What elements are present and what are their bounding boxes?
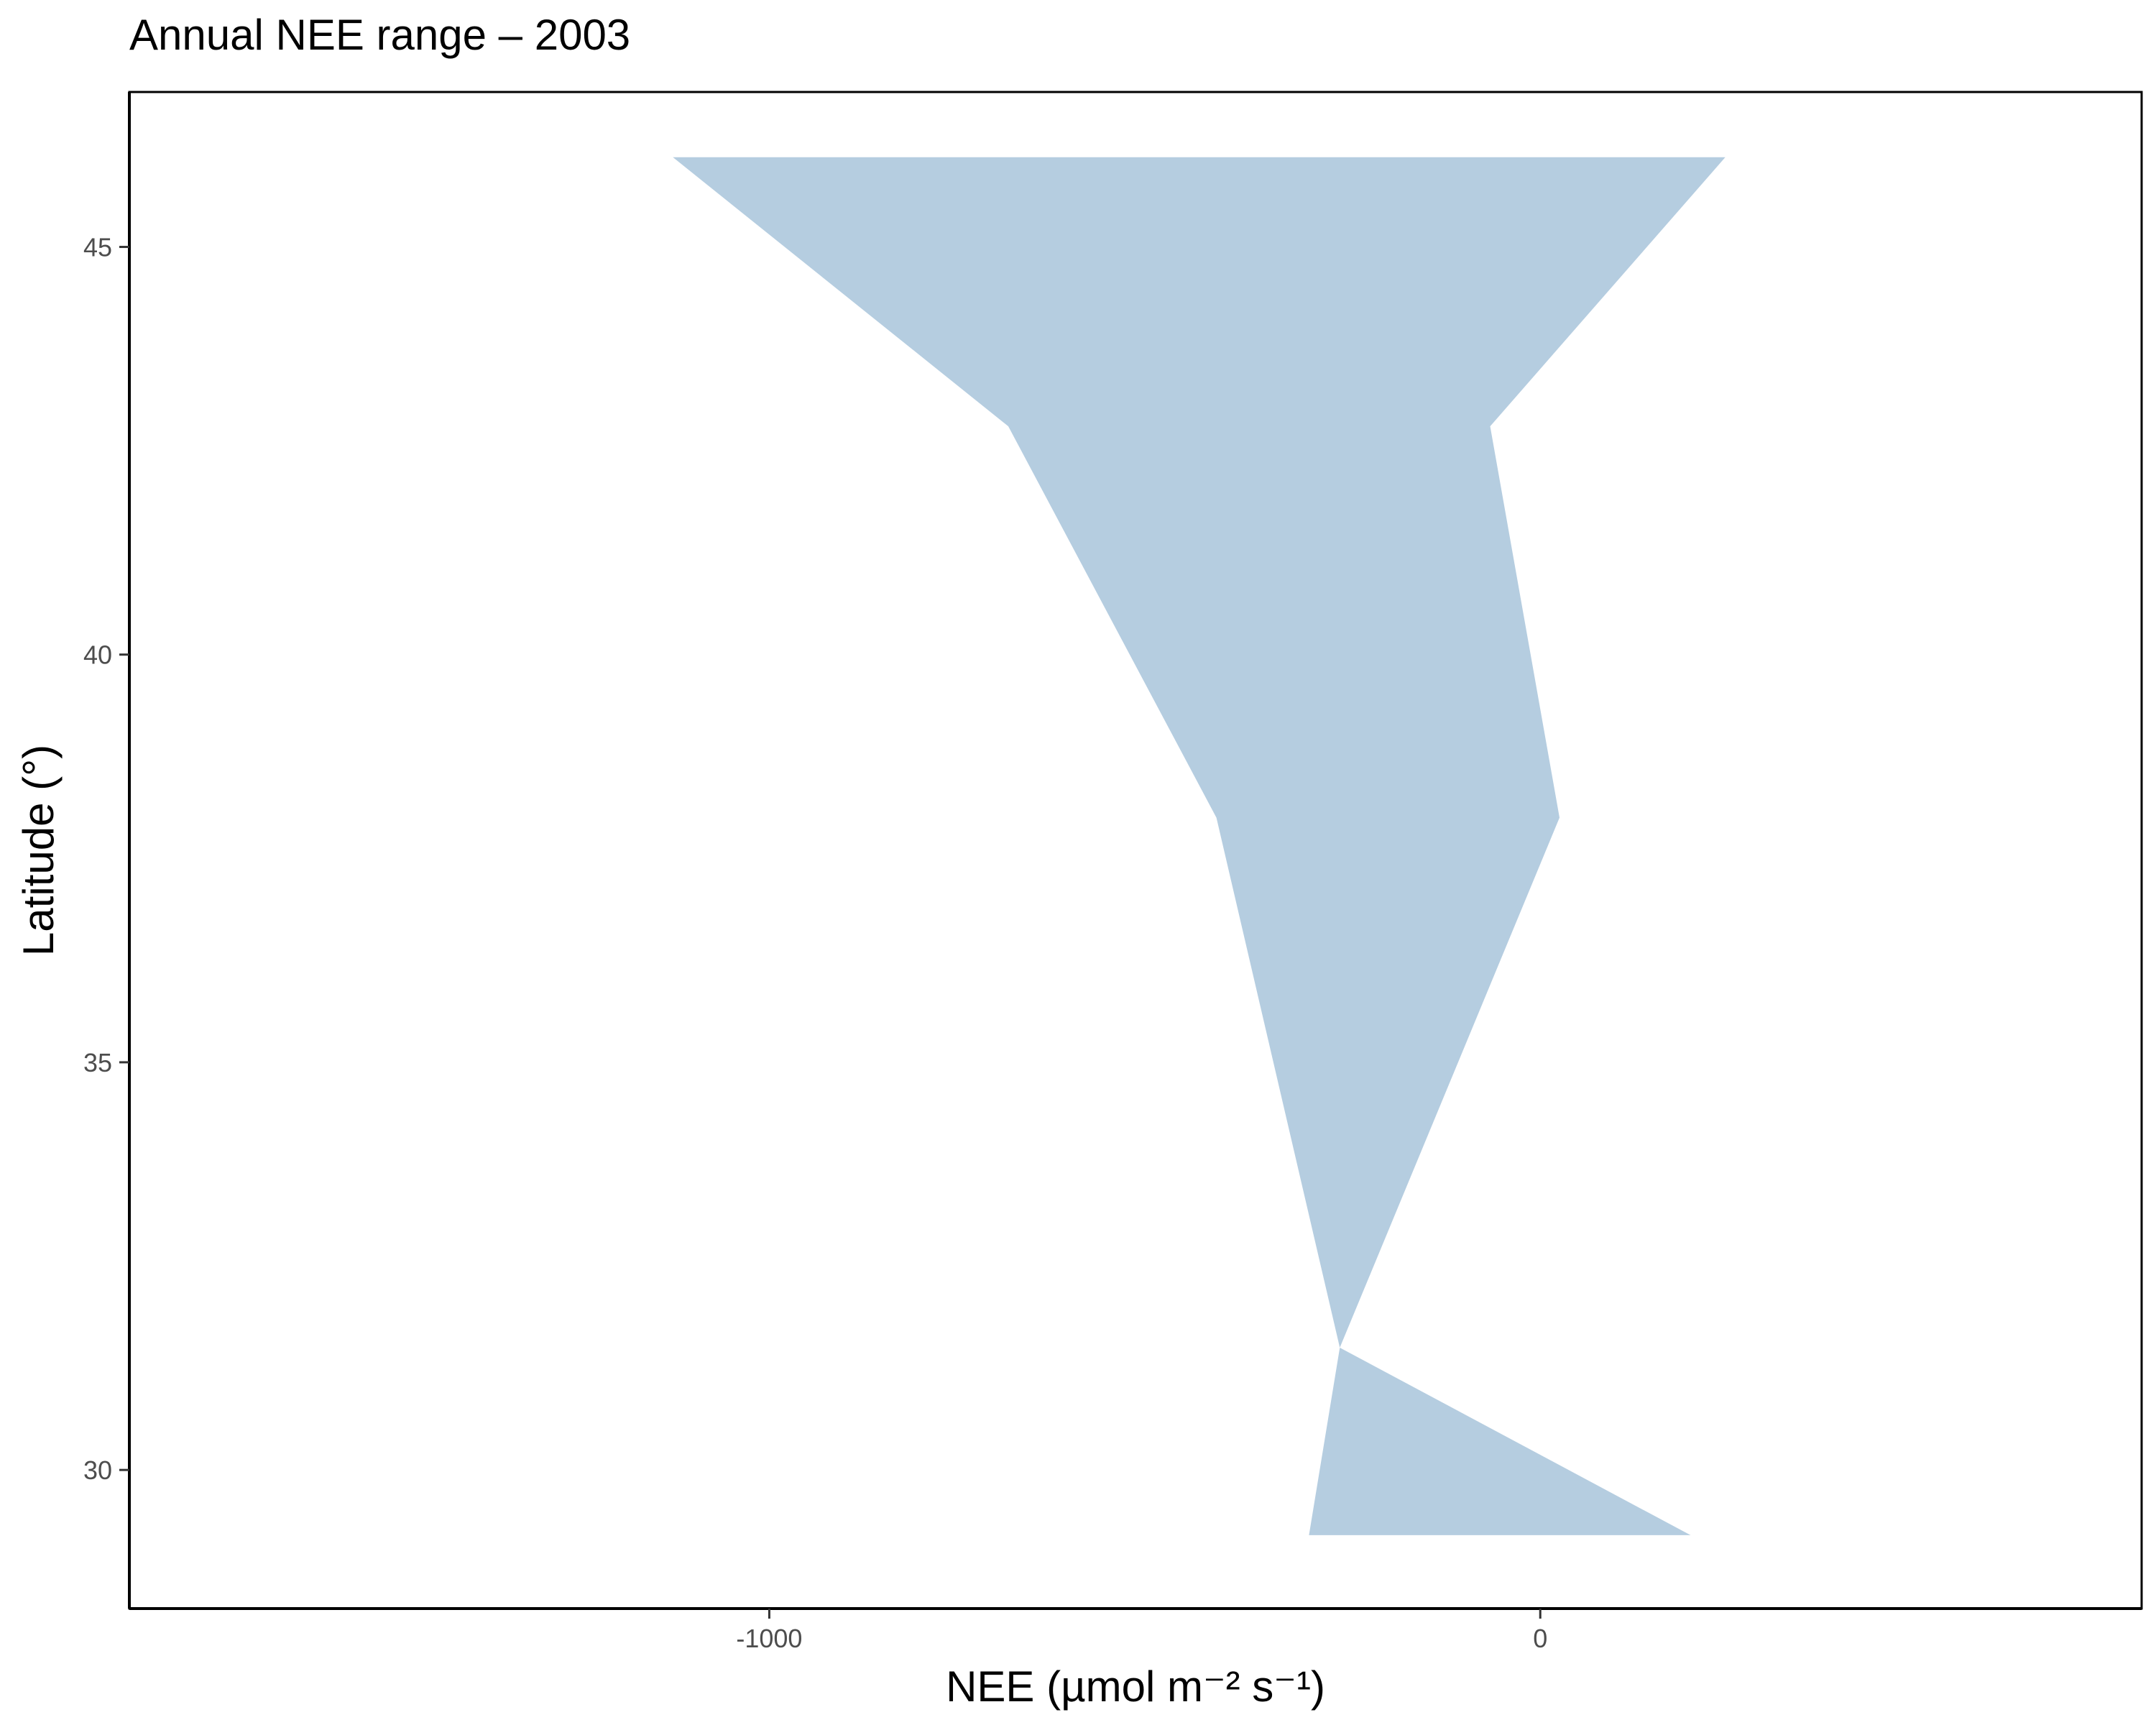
y-tick-label: 30 <box>83 1455 112 1485</box>
x-tick-label: -1000 <box>736 1624 802 1653</box>
nee-range-area <box>673 157 1726 1535</box>
y-axis-title: Latitude (°) <box>14 745 63 956</box>
x-axis-title: NEE (µmol m⁻² s⁻¹) <box>946 1662 1325 1711</box>
y-tick-label: 40 <box>83 640 112 670</box>
y-ticks: 30 35 40 45 <box>83 233 129 1485</box>
x-ticks: -1000 0 <box>736 1609 1547 1653</box>
x-tick-label: 0 <box>1533 1624 1547 1653</box>
y-tick-label: 45 <box>83 233 112 262</box>
chart-title: Annual NEE range – 2003 <box>129 11 631 59</box>
y-tick-label: 35 <box>83 1048 112 1077</box>
